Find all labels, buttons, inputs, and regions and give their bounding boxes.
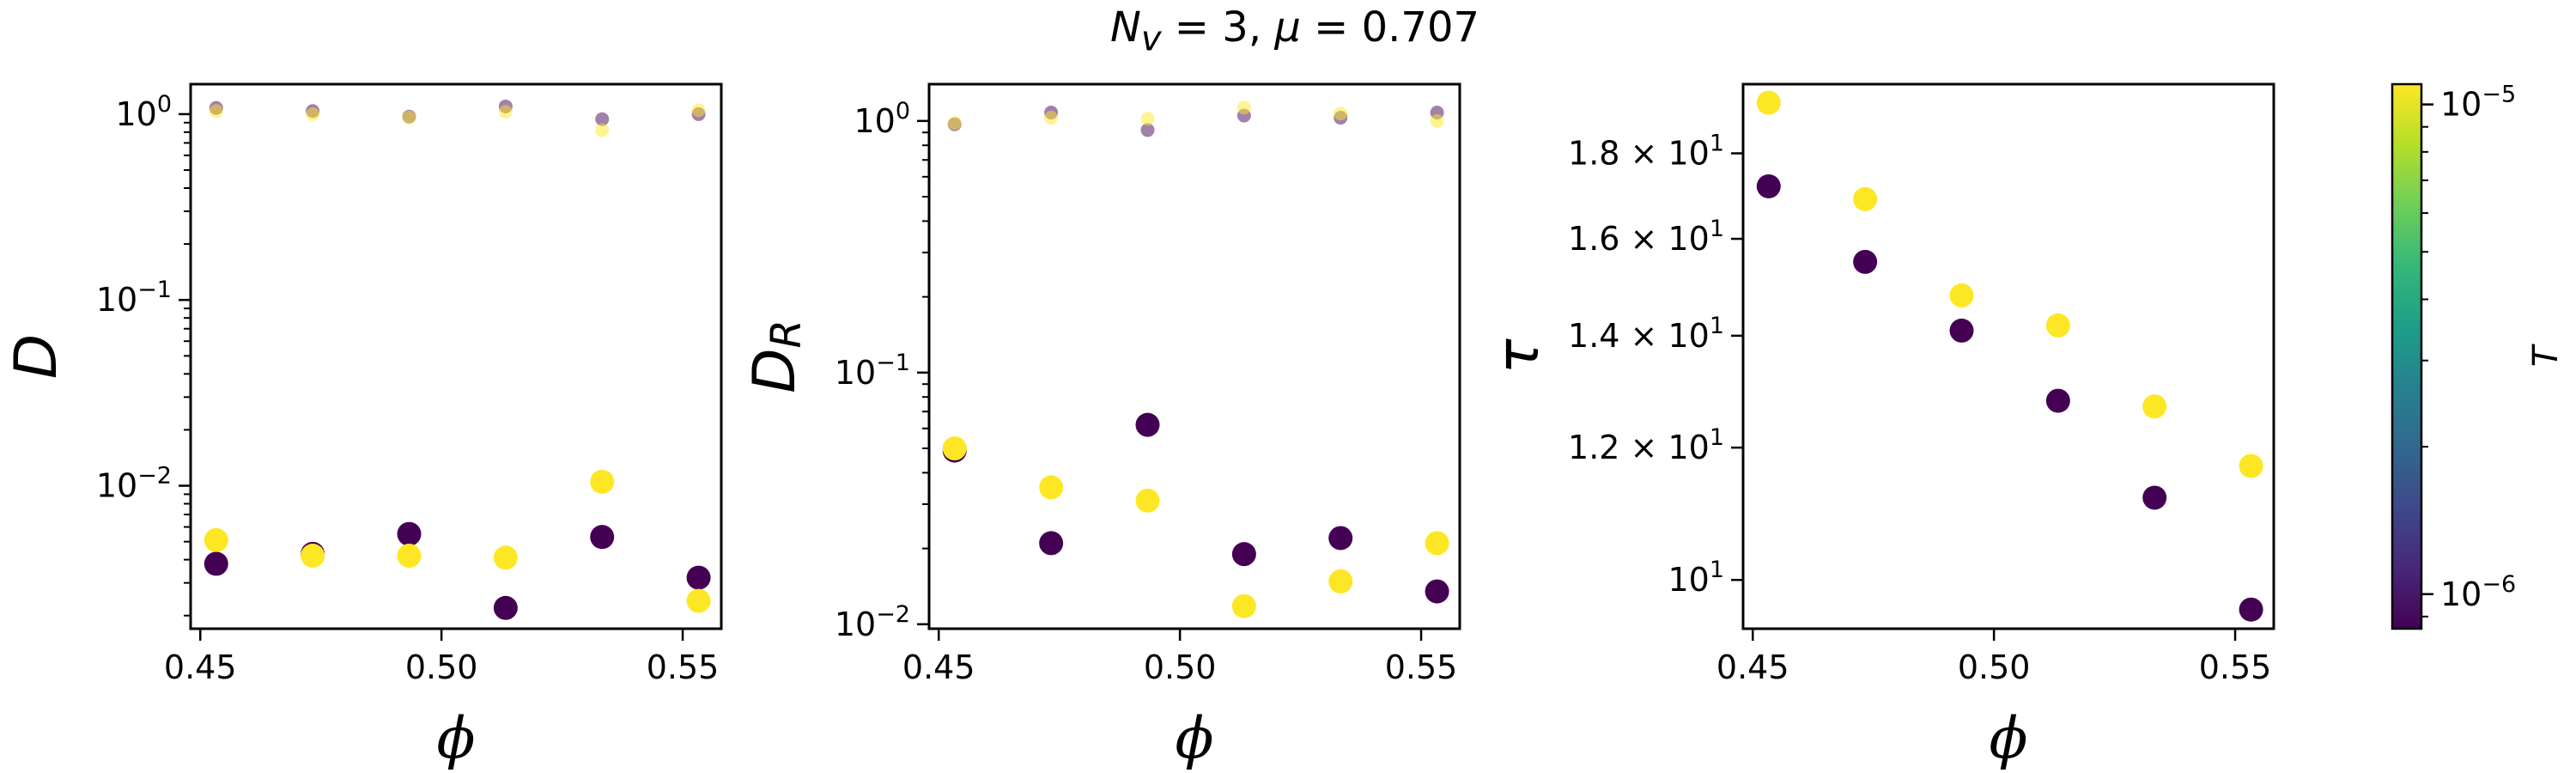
- data-point: [1425, 531, 1449, 556]
- colorbar-tick-label: 10−6: [2440, 571, 2516, 613]
- y-tick-label: 10−1: [96, 277, 172, 319]
- data-point: [2142, 485, 2167, 510]
- data-point: [1853, 249, 1878, 274]
- colorbar: 10−5 10−6 T: [2391, 82, 2566, 630]
- data-point: [942, 436, 967, 461]
- data-point: [1328, 526, 1353, 551]
- series-2: [1756, 90, 2263, 478]
- colorbar-gradient: [2392, 84, 2421, 629]
- x-axis-label: ϕ: [437, 705, 476, 771]
- data-point: [204, 551, 228, 576]
- x-tick-label: 0.50: [1958, 648, 2031, 686]
- y-tick-label: 10−1: [835, 350, 910, 392]
- data-point: [1853, 186, 1878, 211]
- data-point: [1334, 107, 1348, 121]
- data-point: [397, 544, 422, 569]
- y-tick-label: 1.2 × 101: [1568, 424, 1724, 466]
- data-point: [1135, 488, 1160, 513]
- colorbar-label: T: [2526, 343, 2566, 367]
- data-point: [1756, 173, 1781, 198]
- data-point: [686, 588, 711, 613]
- data-point: [2045, 313, 2070, 338]
- data-point: [1135, 412, 1160, 437]
- y-tick-label: 10−2: [835, 601, 910, 643]
- data-point: [209, 104, 223, 119]
- y-axis-label: DR: [741, 320, 811, 393]
- plot-panel-2: 100 10−1 10−2 0.45 0.50 0.55 ϕ DR: [741, 82, 1461, 771]
- x-tick-label: 0.45: [164, 648, 237, 686]
- data-point: [1430, 113, 1444, 128]
- data-point: [595, 123, 610, 137]
- data-point: [1039, 531, 1064, 556]
- x-tick-label: 0.55: [2199, 648, 2272, 686]
- series-4: [209, 103, 706, 137]
- x-tick-label: 0.50: [1144, 648, 1217, 686]
- plot-panel-1: 100 10−1 10−2 0.45 0.50 0.55 ϕ D: [3, 82, 723, 771]
- data-point: [2045, 388, 2070, 413]
- data-point: [686, 565, 711, 590]
- x-tick-label: 0.45: [902, 648, 975, 686]
- data-point: [2142, 394, 2167, 419]
- data-point: [1231, 542, 1256, 567]
- data-point: [306, 107, 320, 121]
- y-tick-label: 1.6 × 101: [1568, 216, 1724, 258]
- series-1: [204, 521, 711, 620]
- colorbar-tick-label: 10−5: [2440, 82, 2516, 124]
- plot-panel-3: 1.8 × 101 1.6 × 101 1.4 × 101 1.2 × 101 101 0…: [1485, 82, 2275, 771]
- data-point: [1425, 579, 1449, 604]
- series-1: [1756, 173, 2263, 622]
- y-axis-label: D: [3, 334, 70, 379]
- data-point: [1231, 593, 1256, 618]
- x-axis-label: ϕ: [1176, 705, 1214, 771]
- data-point: [2239, 453, 2263, 478]
- series-2: [942, 436, 1449, 618]
- data-point: [301, 544, 325, 569]
- data-point: [204, 527, 228, 552]
- y-tick-label: 1.4 × 101: [1568, 313, 1724, 355]
- data-point: [590, 525, 615, 550]
- series-3: [209, 99, 706, 126]
- x-tick-label: 0.55: [647, 648, 720, 686]
- axes-frame: [927, 82, 1461, 630]
- axes-frame: [1741, 82, 2275, 630]
- data-point: [402, 110, 416, 125]
- data-point: [1949, 283, 1974, 307]
- data-point: [1140, 123, 1155, 137]
- data-point: [493, 545, 518, 570]
- y-tick-label: 1.8 × 101: [1568, 131, 1724, 173]
- data-point: [493, 595, 518, 620]
- data-point: [595, 112, 610, 126]
- data-point: [1039, 475, 1064, 500]
- figure-suptitle: Nv = 3, μ = 0.707: [1109, 3, 1480, 59]
- y-tick-label: 10−2: [96, 463, 172, 505]
- series-4: [947, 100, 1444, 131]
- data-point: [1044, 111, 1059, 125]
- y-tick-label: 101: [1668, 557, 1724, 599]
- x-tick-label: 0.50: [405, 648, 478, 686]
- y-tick-label: 100: [854, 98, 910, 140]
- data-point: [498, 105, 513, 119]
- data-point: [1236, 100, 1251, 115]
- data-point: [397, 521, 422, 546]
- data-point: [947, 116, 962, 131]
- data-point: [691, 103, 706, 118]
- series-1: [942, 412, 1449, 604]
- data-point: [590, 469, 615, 494]
- suptitle-symbol: Nv: [1109, 3, 1162, 59]
- data-point: [2239, 597, 2263, 622]
- colorbar-frame: [2391, 82, 2423, 630]
- x-tick-label: 0.55: [1385, 648, 1458, 686]
- x-tick-label: 0.45: [1716, 648, 1789, 686]
- y-tick-label: 100: [115, 91, 172, 133]
- x-axis-label: ϕ: [1990, 705, 2028, 771]
- data-point: [1756, 90, 1781, 115]
- data-point: [1140, 112, 1155, 126]
- series-2: [204, 469, 711, 613]
- axes-frame: [189, 82, 723, 630]
- data-point: [1328, 569, 1353, 593]
- data-point: [1949, 318, 1974, 343]
- y-axis-label: τ: [1485, 338, 1552, 374]
- series-3: [947, 106, 1444, 137]
